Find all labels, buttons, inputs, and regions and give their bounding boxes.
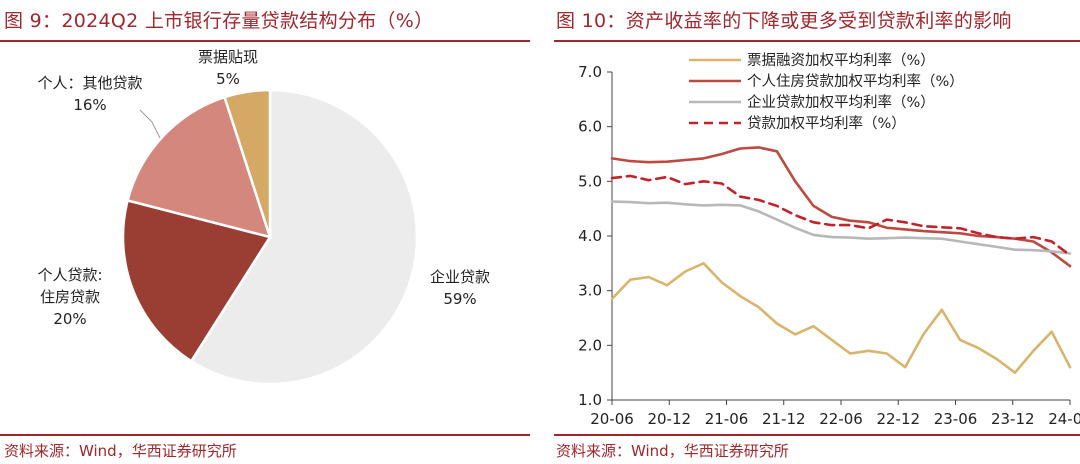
pie-slice (121, 198, 272, 363)
loan-rate-line-chart: 7.0 6.0 5.0 4.0 3.0 2.0 1.020-06 20-12 21-06 21-1… (578, 52, 1080, 428)
left-title-rule (0, 40, 530, 42)
pie-slice-label: 住房贷款 (40, 288, 100, 306)
y-tick-label: 7.0 (578, 63, 602, 81)
legend-label: 企业贷款加权平均利率（%） (747, 93, 935, 111)
y-tick-label: 6.0 (578, 118, 602, 136)
pie-slice-percent: 20% (53, 310, 86, 328)
pie-slice-label: 票据贴现 (198, 48, 258, 66)
x-tick-label: 21-06 (705, 410, 749, 428)
x-tick-label: 23-06 (934, 410, 978, 428)
y-tick-label: 1.0 (578, 391, 602, 409)
left-source-note: 资料来源：Wind，华西证券研究所 (4, 442, 237, 460)
left-source-rule (0, 434, 530, 436)
pie-slice-percent: 5% (216, 70, 240, 88)
series-line (610, 200, 1072, 255)
pie-leader-line (139, 109, 161, 139)
loan-structure-pie-chart: 企业贷款 59% 个人贷款: 住房贷款 20% 个人：其他贷款 16% 票据贴现 5% (37, 48, 490, 386)
x-tick-label: 23-12 (991, 410, 1035, 428)
pie-slice-label: 企业贷款 (430, 268, 490, 286)
legend-label: 贷款加权平均利率（%） (747, 115, 906, 132)
y-tick-label: 5.0 (578, 172, 602, 190)
x-tick-label: 24-06 (1048, 410, 1080, 428)
legend-label: 票据融资加权平均利率（%） (747, 52, 935, 69)
y-tick-label: 2.0 (578, 336, 602, 354)
y-tick-label: 3.0 (578, 282, 602, 300)
series-line (610, 174, 1072, 257)
pie-slice-percent: 59% (443, 290, 476, 308)
x-tick-label: 20-12 (647, 410, 691, 428)
x-tick-label: 20-06 (590, 410, 634, 428)
right-title-rule (554, 40, 1080, 42)
x-tick-label: 21-12 (762, 410, 806, 428)
x-tick-label: 22-12 (876, 410, 920, 428)
series-line (610, 262, 1072, 375)
right-source-rule (554, 434, 1080, 436)
pie-slice-percent: 16% (73, 96, 106, 114)
left-chart-title: 图 9：2024Q2 上市银行存量贷款结构分布（%） (4, 10, 434, 32)
pie-slice-label: 个人：其他贷款 (37, 74, 142, 92)
y-tick-label: 4.0 (578, 227, 602, 245)
pie-slice-label: 个人贷款: (37, 266, 102, 284)
x-tick-label: 22-06 (819, 410, 863, 428)
right-source-note: 资料来源：Wind，华西证券研究所 (556, 442, 789, 460)
pie-slice (189, 88, 419, 386)
right-chart-title: 图 10：资产收益率的下降或更多受到贷款利率的影响 (556, 10, 1012, 32)
legend-label: 个人住房贷款加权平均利率（%） (747, 73, 964, 90)
pie-slice (222, 88, 272, 238)
pie-slice (126, 95, 272, 239)
